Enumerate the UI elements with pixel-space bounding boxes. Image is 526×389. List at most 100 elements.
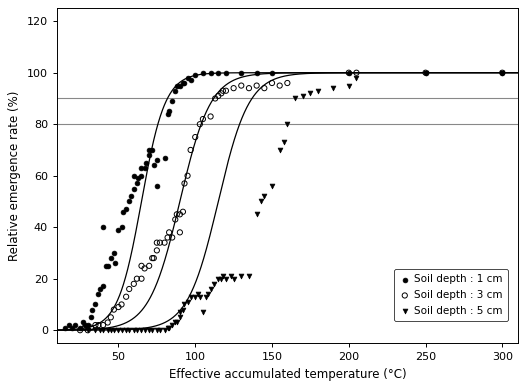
Y-axis label: Relative emergence rate (%): Relative emergence rate (%): [8, 91, 22, 261]
Soil depth : 3 cm: (160, 96): 3 cm: (160, 96): [283, 80, 291, 86]
Soil depth : 1 cm: (200, 100): 1 cm: (200, 100): [345, 70, 353, 76]
Soil depth : 1 cm: (68, 65): 1 cm: (68, 65): [142, 160, 150, 166]
Soil depth : 3 cm: (50, 9): 3 cm: (50, 9): [114, 304, 123, 310]
Soil depth : 3 cm: (62, 20): 3 cm: (62, 20): [133, 275, 141, 282]
Soil depth : 5 cm: (108, 14): 5 cm: (108, 14): [204, 291, 212, 297]
Soil depth : 5 cm: (200, 95): 5 cm: (200, 95): [345, 82, 353, 89]
Soil depth : 1 cm: (33, 8): 1 cm: (33, 8): [88, 307, 97, 313]
Soil depth : 5 cm: (92, 8): 5 cm: (92, 8): [179, 307, 187, 313]
Soil depth : 1 cm: (50, 39): 1 cm: (50, 39): [114, 227, 123, 233]
Soil depth : 5 cm: (150, 56): 5 cm: (150, 56): [268, 183, 276, 189]
Soil depth : 5 cm: (250, 100): 5 cm: (250, 100): [421, 70, 430, 76]
Soil depth : 3 cm: (60, 18): 3 cm: (60, 18): [129, 281, 138, 287]
Soil depth : 1 cm: (35, 10): 1 cm: (35, 10): [91, 301, 99, 308]
Soil depth : 5 cm: (80, 0): 5 cm: (80, 0): [160, 327, 169, 333]
Soil depth : 1 cm: (140, 100): 1 cm: (140, 100): [252, 70, 261, 76]
Soil depth : 1 cm: (72, 70): 1 cm: (72, 70): [148, 147, 156, 153]
Soil depth : 3 cm: (35, 2): 3 cm: (35, 2): [91, 322, 99, 328]
Soil depth : 1 cm: (115, 100): 1 cm: (115, 100): [214, 70, 222, 76]
Soil depth : 3 cm: (32, 1): 3 cm: (32, 1): [87, 324, 95, 331]
Soil depth : 5 cm: (47, 0): 5 cm: (47, 0): [109, 327, 118, 333]
Soil depth : 3 cm: (88, 45): 3 cm: (88, 45): [173, 211, 181, 217]
Soil depth : 5 cm: (130, 21): 5 cm: (130, 21): [237, 273, 246, 279]
Soil depth : 1 cm: (43, 25): 1 cm: (43, 25): [104, 263, 112, 269]
Soil depth : 3 cm: (205, 100): 3 cm: (205, 100): [352, 70, 361, 76]
Soil depth : 3 cm: (65, 25): 3 cm: (65, 25): [137, 263, 146, 269]
Soil depth : 3 cm: (37, 2): 3 cm: (37, 2): [94, 322, 103, 328]
Soil depth : 3 cm: (130, 95): 3 cm: (130, 95): [237, 82, 246, 89]
Soil depth : 1 cm: (83, 85): 1 cm: (83, 85): [165, 108, 174, 114]
Soil depth : 1 cm: (150, 100): 1 cm: (150, 100): [268, 70, 276, 76]
Soil depth : 5 cm: (67, 0): 5 cm: (67, 0): [140, 327, 149, 333]
Soil depth : 1 cm: (93, 96): 1 cm: (93, 96): [180, 80, 189, 86]
Soil depth : 3 cm: (87, 43): 3 cm: (87, 43): [171, 216, 179, 223]
Soil depth : 5 cm: (105, 7): 5 cm: (105, 7): [199, 309, 207, 315]
Soil depth : 5 cm: (65, 0): 5 cm: (65, 0): [137, 327, 146, 333]
Soil depth : 1 cm: (40, 40): 1 cm: (40, 40): [99, 224, 107, 230]
Soil depth : 3 cm: (45, 5): 3 cm: (45, 5): [107, 314, 115, 321]
Soil depth : 1 cm: (90, 95): 1 cm: (90, 95): [176, 82, 184, 89]
Soil depth : 3 cm: (72, 28): 3 cm: (72, 28): [148, 255, 156, 261]
Soil depth : 1 cm: (22, 2): 1 cm: (22, 2): [71, 322, 79, 328]
Soil depth : 3 cm: (155, 95): 3 cm: (155, 95): [276, 82, 284, 89]
Soil depth : 3 cm: (75, 34): 3 cm: (75, 34): [153, 240, 161, 246]
Soil depth : 5 cm: (118, 21): 5 cm: (118, 21): [219, 273, 227, 279]
Soil depth : 1 cm: (57, 50): 1 cm: (57, 50): [125, 198, 134, 205]
Soil depth : 1 cm: (92, 96): 1 cm: (92, 96): [179, 80, 187, 86]
Soil depth : 1 cm: (38, 16): 1 cm: (38, 16): [96, 286, 104, 292]
Soil depth : 5 cm: (90, 5): 5 cm: (90, 5): [176, 314, 184, 321]
Soil depth : 5 cm: (35, 0): 5 cm: (35, 0): [91, 327, 99, 333]
Soil depth : 3 cm: (52, 10): 3 cm: (52, 10): [117, 301, 126, 308]
Legend: Soil depth : 1 cm, Soil depth : 3 cm, Soil depth : 5 cm: Soil depth : 1 cm, Soil depth : 3 cm, So…: [394, 269, 508, 321]
Soil depth : 5 cm: (60, 0): 5 cm: (60, 0): [129, 327, 138, 333]
Soil depth : 5 cm: (205, 98): 5 cm: (205, 98): [352, 75, 361, 81]
Soil depth : 5 cm: (90, 7): 5 cm: (90, 7): [176, 309, 184, 315]
Soil depth : 3 cm: (125, 94): 3 cm: (125, 94): [229, 85, 238, 91]
Soil depth : 3 cm: (40, 2): 3 cm: (40, 2): [99, 322, 107, 328]
Soil depth : 1 cm: (65, 63): 1 cm: (65, 63): [137, 165, 146, 171]
Soil depth : 1 cm: (87, 93): 1 cm: (87, 93): [171, 88, 179, 94]
Soil depth : 1 cm: (120, 100): 1 cm: (120, 100): [222, 70, 230, 76]
Soil depth : 5 cm: (300, 100): 5 cm: (300, 100): [498, 70, 507, 76]
Soil depth : 5 cm: (135, 21): 5 cm: (135, 21): [245, 273, 253, 279]
Soil depth : 5 cm: (45, 0): 5 cm: (45, 0): [107, 327, 115, 333]
Soil depth : 5 cm: (110, 16): 5 cm: (110, 16): [206, 286, 215, 292]
Soil depth : 5 cm: (115, 20): 5 cm: (115, 20): [214, 275, 222, 282]
Soil depth : 5 cm: (155, 70): 5 cm: (155, 70): [276, 147, 284, 153]
Soil depth : 3 cm: (97, 70): 3 cm: (97, 70): [186, 147, 195, 153]
Soil depth : 5 cm: (30, 0): 5 cm: (30, 0): [84, 327, 92, 333]
Soil depth : 1 cm: (73, 64): 1 cm: (73, 64): [149, 162, 158, 168]
Soil depth : 3 cm: (57, 16): 3 cm: (57, 16): [125, 286, 134, 292]
Soil depth : 3 cm: (83, 38): 3 cm: (83, 38): [165, 229, 174, 235]
Soil depth : 3 cm: (47, 8): 3 cm: (47, 8): [109, 307, 118, 313]
Soil depth : 3 cm: (85, 36): 3 cm: (85, 36): [168, 235, 176, 241]
Soil depth : 1 cm: (75, 66): 1 cm: (75, 66): [153, 157, 161, 163]
Soil depth : 1 cm: (42, 25): 1 cm: (42, 25): [102, 263, 110, 269]
Soil depth : 5 cm: (165, 90): 5 cm: (165, 90): [291, 95, 299, 102]
Soil depth : 3 cm: (55, 13): 3 cm: (55, 13): [122, 294, 130, 300]
Soil depth : 3 cm: (67, 24): 3 cm: (67, 24): [140, 265, 149, 272]
Soil depth : 1 cm: (40, 17): 1 cm: (40, 17): [99, 283, 107, 289]
Soil depth : 1 cm: (58, 52): 1 cm: (58, 52): [127, 193, 135, 200]
Soil depth : 1 cm: (45, 28): 1 cm: (45, 28): [107, 255, 115, 261]
Soil depth : 1 cm: (105, 100): 1 cm: (105, 100): [199, 70, 207, 76]
Soil depth : 5 cm: (95, 11): 5 cm: (95, 11): [184, 299, 192, 305]
Soil depth : 3 cm: (145, 94): 3 cm: (145, 94): [260, 85, 269, 91]
Soil depth : 1 cm: (65, 60): 1 cm: (65, 60): [137, 173, 146, 179]
Soil depth : 5 cm: (107, 13): 5 cm: (107, 13): [202, 294, 210, 300]
Soil depth : 1 cm: (67, 63): 1 cm: (67, 63): [140, 165, 149, 171]
Soil depth : 5 cm: (88, 3): 5 cm: (88, 3): [173, 319, 181, 326]
Soil depth : 1 cm: (95, 98): 1 cm: (95, 98): [184, 75, 192, 81]
Soil depth : 5 cm: (125, 20): 5 cm: (125, 20): [229, 275, 238, 282]
Soil depth : 1 cm: (62, 57): 1 cm: (62, 57): [133, 180, 141, 187]
Soil depth : 1 cm: (28, 2): 1 cm: (28, 2): [80, 322, 89, 328]
Soil depth : 5 cm: (93, 10): 5 cm: (93, 10): [180, 301, 189, 308]
X-axis label: Effective accumulated temperature (°C): Effective accumulated temperature (°C): [168, 368, 406, 381]
Soil depth : 3 cm: (77, 34): 3 cm: (77, 34): [156, 240, 164, 246]
Soil depth : 5 cm: (70, 0): 5 cm: (70, 0): [145, 327, 154, 333]
Soil depth : 1 cm: (30, 2): 1 cm: (30, 2): [84, 322, 92, 328]
Soil depth : 1 cm: (70, 68): 1 cm: (70, 68): [145, 152, 154, 158]
Soil depth : 1 cm: (130, 100): 1 cm: (130, 100): [237, 70, 246, 76]
Soil depth : 1 cm: (20, 1): 1 cm: (20, 1): [68, 324, 77, 331]
Soil depth : 5 cm: (50, 0): 5 cm: (50, 0): [114, 327, 123, 333]
